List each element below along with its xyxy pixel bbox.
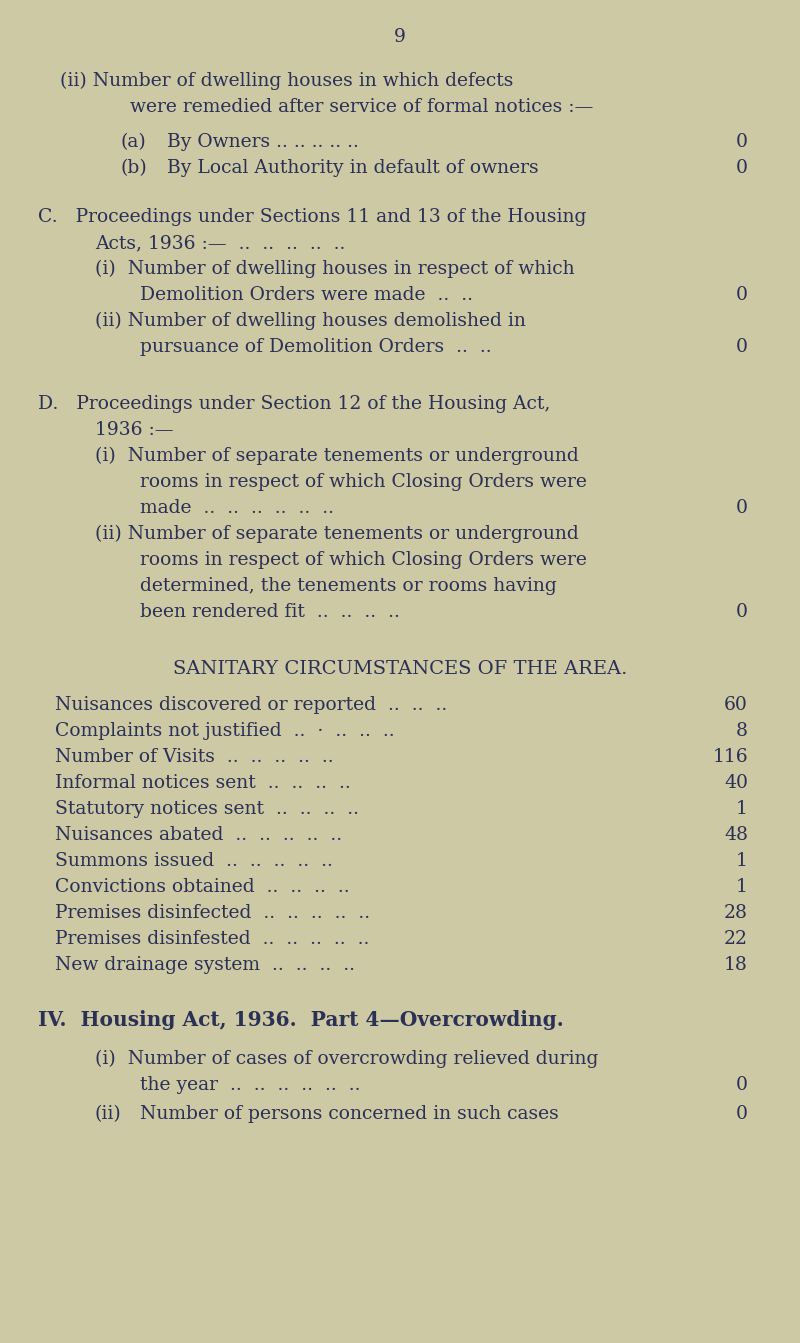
Text: Number of persons concerned in such cases: Number of persons concerned in such case… [140, 1105, 558, 1123]
Text: (b): (b) [120, 158, 146, 177]
Text: By Owners .. .. .. .. ..: By Owners .. .. .. .. .. [167, 133, 359, 150]
Text: Premises disinfected  ..  ..  ..  ..  ..: Premises disinfected .. .. .. .. .. [55, 904, 370, 923]
Text: 0: 0 [736, 158, 748, 177]
Text: (i)  Number of cases of overcrowding relieved during: (i) Number of cases of overcrowding reli… [95, 1050, 598, 1068]
Text: 22: 22 [724, 929, 748, 948]
Text: Demolition Orders were made  ..  ..: Demolition Orders were made .. .. [140, 286, 473, 304]
Text: 0: 0 [736, 1076, 748, 1095]
Text: 0: 0 [736, 133, 748, 150]
Text: 0: 0 [736, 603, 748, 620]
Text: 1: 1 [736, 878, 748, 896]
Text: (ii) Number of dwelling houses in which defects: (ii) Number of dwelling houses in which … [60, 73, 514, 90]
Text: rooms in respect of which Closing Orders were: rooms in respect of which Closing Orders… [140, 473, 587, 492]
Text: By Local Authority in default of owners: By Local Authority in default of owners [167, 158, 538, 177]
Text: (ii): (ii) [95, 1105, 122, 1123]
Text: rooms in respect of which Closing Orders were: rooms in respect of which Closing Orders… [140, 551, 587, 569]
Text: 1: 1 [736, 800, 748, 818]
Text: 9: 9 [394, 28, 406, 46]
Text: 0: 0 [736, 500, 748, 517]
Text: Nuisances abated  ..  ..  ..  ..  ..: Nuisances abated .. .. .. .. .. [55, 826, 342, 843]
Text: C.   Proceedings under Sections 11 and 13 of the Housing: C. Proceedings under Sections 11 and 13 … [38, 208, 586, 226]
Text: Nuisances discovered or reported  ..  ..  ..: Nuisances discovered or reported .. .. .… [55, 696, 447, 714]
Text: Complaints not justified  ..  ·  ..  ..  ..: Complaints not justified .. · .. .. .. [55, 723, 394, 740]
Text: Informal notices sent  ..  ..  ..  ..: Informal notices sent .. .. .. .. [55, 774, 350, 792]
Text: (ii) Number of dwelling houses demolished in: (ii) Number of dwelling houses demolishe… [95, 312, 526, 330]
Text: (a): (a) [120, 133, 146, 150]
Text: 1: 1 [736, 851, 748, 870]
Text: 0: 0 [736, 286, 748, 304]
Text: 0: 0 [736, 1105, 748, 1123]
Text: Convictions obtained  ..  ..  ..  ..: Convictions obtained .. .. .. .. [55, 878, 350, 896]
Text: been rendered fit  ..  ..  ..  ..: been rendered fit .. .. .. .. [140, 603, 400, 620]
Text: New drainage system  ..  ..  ..  ..: New drainage system .. .. .. .. [55, 956, 355, 974]
Text: Premises disinfested  ..  ..  ..  ..  ..: Premises disinfested .. .. .. .. .. [55, 929, 370, 948]
Text: 40: 40 [724, 774, 748, 792]
Text: pursuance of Demolition Orders  ..  ..: pursuance of Demolition Orders .. .. [140, 338, 492, 356]
Text: determined, the tenements or rooms having: determined, the tenements or rooms havin… [140, 577, 557, 595]
Text: were remedied after service of formal notices :—: were remedied after service of formal no… [130, 98, 594, 115]
Text: 116: 116 [712, 748, 748, 766]
Text: (ii) Number of separate tenements or underground: (ii) Number of separate tenements or und… [95, 525, 578, 544]
Text: 0: 0 [736, 338, 748, 356]
Text: 28: 28 [724, 904, 748, 923]
Text: 8: 8 [736, 723, 748, 740]
Text: 1936 :—: 1936 :— [95, 420, 174, 439]
Text: 60: 60 [724, 696, 748, 714]
Text: D.   Proceedings under Section 12 of the Housing Act,: D. Proceedings under Section 12 of the H… [38, 395, 550, 414]
Text: SANITARY CIRCUMSTANCES OF THE AREA.: SANITARY CIRCUMSTANCES OF THE AREA. [173, 659, 627, 678]
Text: IV.  Housing Act, 1936.  Part 4—Overcrowding.: IV. Housing Act, 1936. Part 4—Overcrowdi… [38, 1010, 564, 1030]
Text: 48: 48 [724, 826, 748, 843]
Text: the year  ..  ..  ..  ..  ..  ..: the year .. .. .. .. .. .. [140, 1076, 361, 1095]
Text: made  ..  ..  ..  ..  ..  ..: made .. .. .. .. .. .. [140, 500, 334, 517]
Text: (i)  Number of separate tenements or underground: (i) Number of separate tenements or unde… [95, 447, 578, 465]
Text: 18: 18 [724, 956, 748, 974]
Text: Acts, 1936 :—  ..  ..  ..  ..  ..: Acts, 1936 :— .. .. .. .. .. [95, 234, 346, 252]
Text: (i)  Number of dwelling houses in respect of which: (i) Number of dwelling houses in respect… [95, 261, 574, 278]
Text: Number of Visits  ..  ..  ..  ..  ..: Number of Visits .. .. .. .. .. [55, 748, 334, 766]
Text: Summons issued  ..  ..  ..  ..  ..: Summons issued .. .. .. .. .. [55, 851, 333, 870]
Text: Statutory notices sent  ..  ..  ..  ..: Statutory notices sent .. .. .. .. [55, 800, 359, 818]
